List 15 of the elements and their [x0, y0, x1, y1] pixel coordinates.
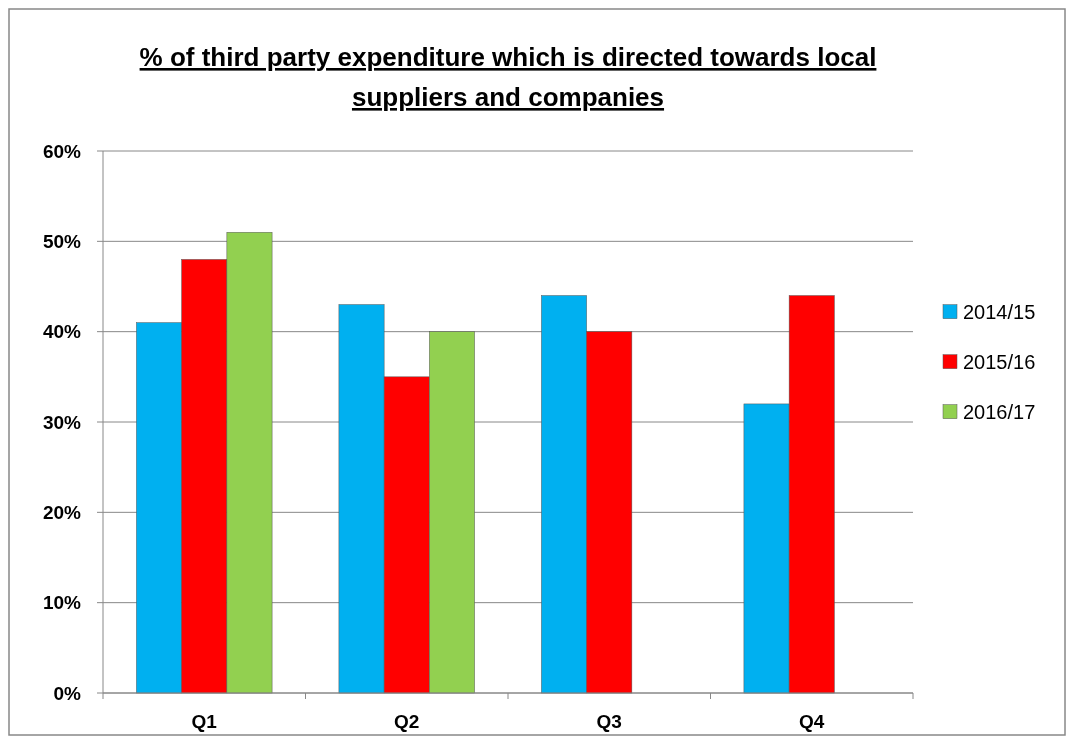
y-tick-label: 30% [42, 411, 82, 433]
y-tick-label: 20% [42, 501, 82, 523]
legend-label: 2016/17 [963, 400, 1036, 423]
x-tick-label: Q1 [191, 711, 218, 732]
legend-label: 2014/15 [963, 300, 1036, 323]
y-tick-label: 60% [42, 140, 82, 162]
chart-title: % of third party expenditure which is directed towards local suppliers and companies [139, 42, 877, 112]
x-tick-label: Q2 [394, 711, 420, 732]
y-tick-label: 0% [53, 682, 82, 704]
y-tick-label: 50% [42, 230, 82, 252]
y-tick-label: 10% [42, 592, 82, 614]
y-tick-label: 40% [42, 321, 82, 343]
x-tick-label: Q3 [596, 711, 622, 732]
x-tick-label: Q4 [799, 711, 825, 732]
legend-label: 2015/16 [963, 350, 1036, 373]
